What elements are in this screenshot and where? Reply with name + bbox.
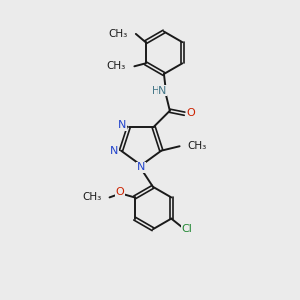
Text: N: N bbox=[118, 121, 126, 130]
Text: N: N bbox=[110, 146, 119, 156]
Text: O: O bbox=[186, 108, 195, 118]
Text: Cl: Cl bbox=[182, 224, 192, 234]
Text: CH₃: CH₃ bbox=[188, 141, 207, 151]
Text: O: O bbox=[116, 188, 124, 197]
Text: CH₃: CH₃ bbox=[82, 192, 101, 203]
Text: CH₃: CH₃ bbox=[106, 61, 126, 71]
Text: H: H bbox=[152, 86, 160, 96]
Text: N: N bbox=[137, 162, 146, 172]
Text: CH₃: CH₃ bbox=[109, 29, 128, 39]
Text: N: N bbox=[158, 86, 166, 96]
